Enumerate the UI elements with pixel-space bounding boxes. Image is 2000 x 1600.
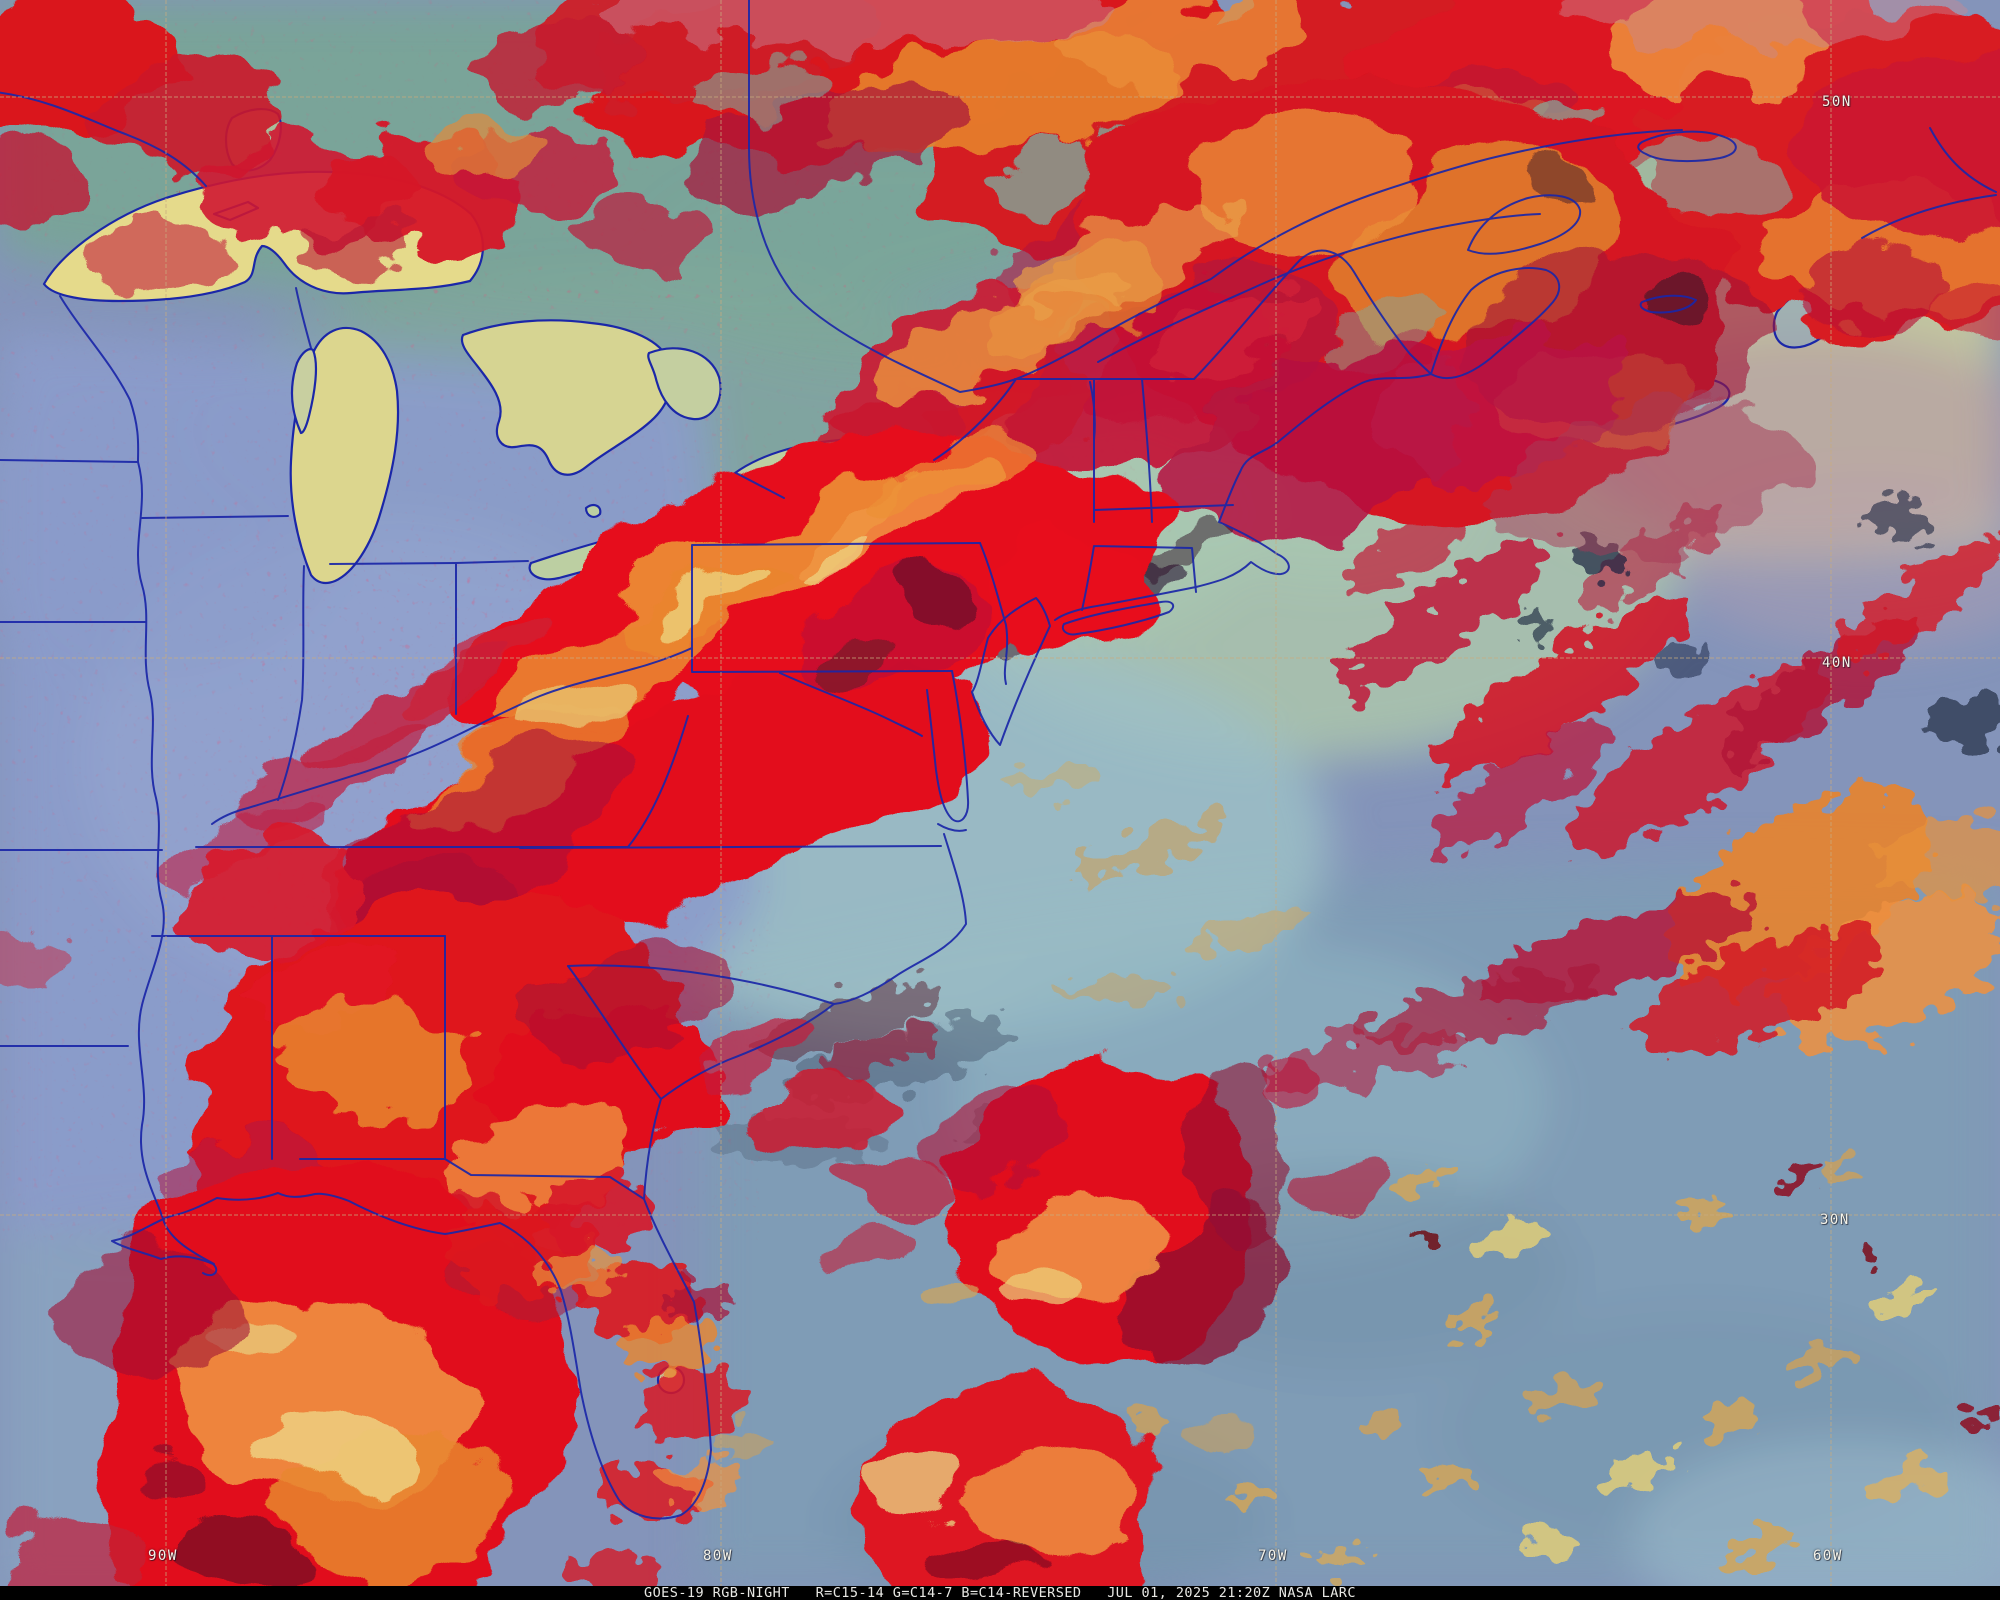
- lake-huron: [460, 319, 673, 476]
- long-island: [1061, 600, 1175, 636]
- pei: [1639, 294, 1697, 314]
- clouds-tan-field: [1130, 1160, 1999, 1571]
- clouds-gulf-mass: [10, 1160, 604, 1586]
- longitude-label-70w: 70W: [1258, 1548, 1288, 1564]
- new-england-coastline: [1054, 373, 1432, 621]
- caption-bar: GOES-19 RGB-NIGHT R=C15-14 G=C14-7 B=C14…: [0, 1586, 2000, 1600]
- newfoundland-coast: [1861, 127, 1997, 239]
- longitude-label-80w: 80W: [703, 1548, 733, 1564]
- latitude-label-30n: 30N: [1820, 1212, 1850, 1228]
- atlantic-gulf-coastline: [111, 833, 967, 1520]
- state-borders: [0, 0, 1997, 1520]
- latitude-label-40n: 40N: [1822, 655, 1852, 671]
- lake-michigan: [289, 326, 400, 585]
- anticosti: [1637, 130, 1737, 163]
- clouds-florida: [448, 1176, 770, 1586]
- georgian-bay: [647, 347, 722, 421]
- longitude-label-60w: 60W: [1813, 1548, 1843, 1564]
- longitude-label-90w: 90W: [148, 1548, 178, 1564]
- green-bay: [290, 348, 318, 435]
- latitude-label-50n: 50N: [1822, 94, 1852, 110]
- gaspe: [1467, 194, 1582, 255]
- mississippi-river: [137, 461, 215, 1265]
- ohio-river: [211, 647, 693, 825]
- st-lawrence: [1015, 129, 1683, 380]
- caption-text: GOES-19 RGB-NIGHT R=C15-14 G=C14-7 B=C14…: [644, 1585, 1356, 1600]
- new-brunswick: [1430, 267, 1561, 379]
- lake-st-clair: [584, 504, 602, 518]
